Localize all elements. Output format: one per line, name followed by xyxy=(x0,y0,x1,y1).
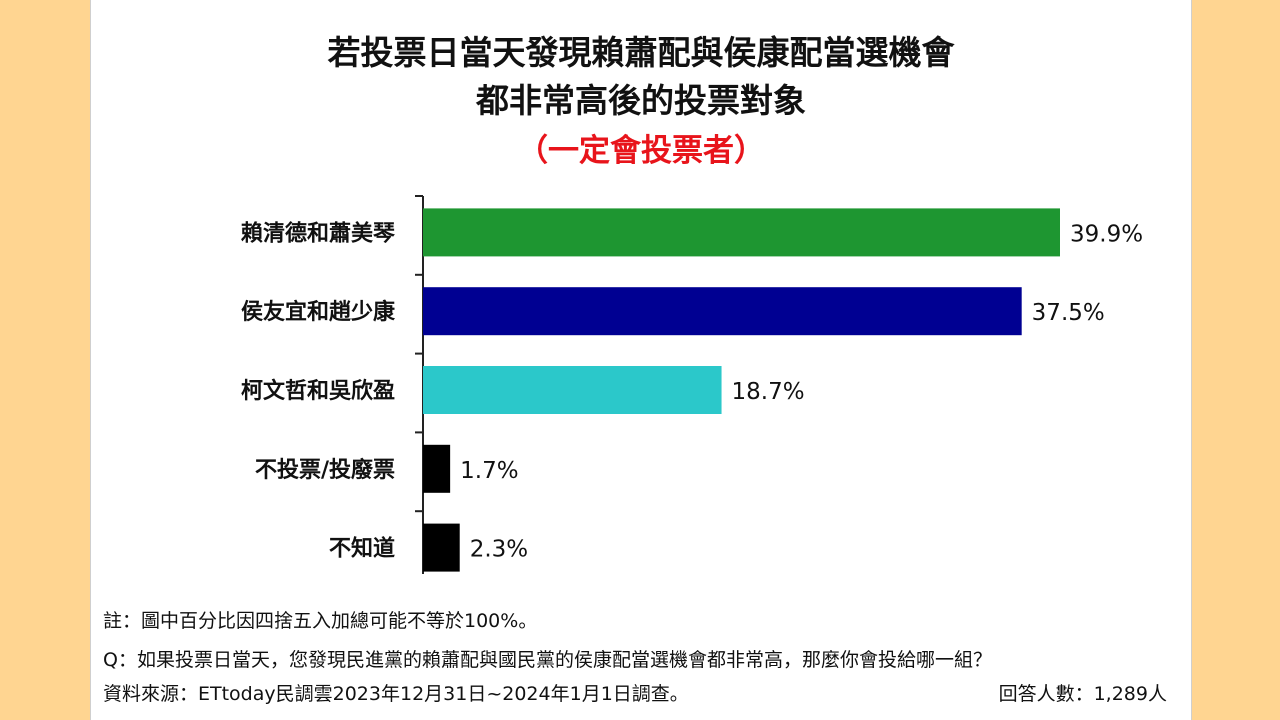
respondent-count: 回答人數：1,289人 xyxy=(998,683,1167,705)
value-label-1: 37.5% xyxy=(1032,300,1105,326)
bar-chart: 賴清德和蕭美琴 39.9% 侯友宜和趙少康 37.5% 柯文哲和吳欣盈 18.7% 不投票/… xyxy=(241,195,1143,574)
value-label-3: 1.7% xyxy=(460,458,518,484)
chart-title-line1: 若投票日當天發現賴蕭配與侯康配當選機會 xyxy=(327,33,955,72)
source-text: 資料來源：ETtoday民調雲2023年12月31日~2024年1月1日調查。 xyxy=(103,683,689,705)
bar-1 xyxy=(423,287,1022,336)
value-label-4: 2.3% xyxy=(470,537,528,563)
chart-subtitle: （一定會投票者） xyxy=(517,133,765,169)
bar-0 xyxy=(423,208,1060,257)
slide: 若投票日當天發現賴蕭配與侯康配當選機會 都非常高後的投票對象 （一定會投票者） … xyxy=(90,0,1192,720)
category-label-3: 不投票/投廢票 xyxy=(255,457,395,483)
bar-3 xyxy=(423,444,451,493)
value-label-2: 18.7% xyxy=(732,379,805,405)
category-label-1: 侯友宜和趙少康 xyxy=(241,299,396,325)
value-label-0: 39.9% xyxy=(1070,221,1143,247)
bar-4 xyxy=(423,523,460,572)
category-label-0: 賴清德和蕭美琴 xyxy=(241,220,396,246)
footnote: 註：圖中百分比因四捨五入加總可能不等於100%。 xyxy=(103,610,538,632)
category-label-2: 柯文哲和吳欣盈 xyxy=(241,378,395,404)
category-label-4: 不知道 xyxy=(329,536,395,562)
chart-title-line2: 都非常高後的投票對象 xyxy=(476,81,806,120)
bar-2 xyxy=(423,366,722,414)
question-text: Q：如果投票日當天，您發現民進黨的賴蕭配與國民黨的侯康配當選機會都非常高，那麼你… xyxy=(103,649,992,671)
